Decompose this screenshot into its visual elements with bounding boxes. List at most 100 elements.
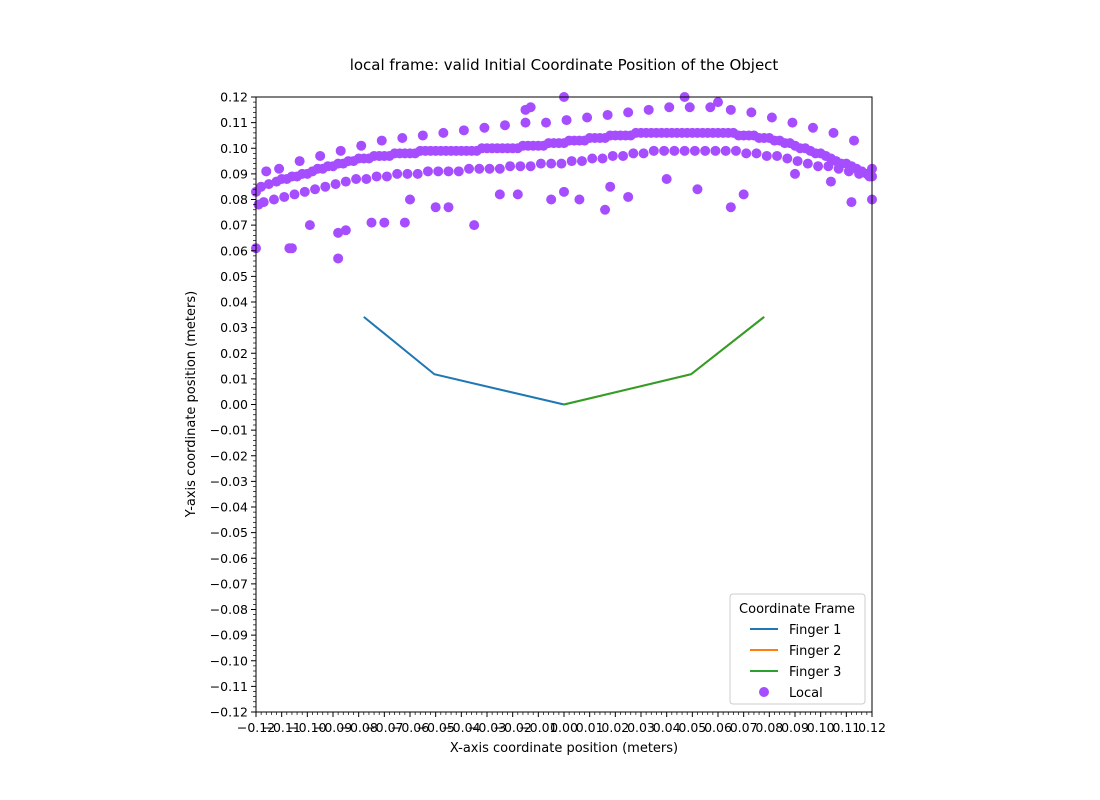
y-tick-label: 0.05: [220, 269, 248, 284]
scatter-point: [422, 166, 433, 177]
x-tick-label: 0.10: [807, 720, 835, 735]
scatter-point: [823, 161, 834, 172]
scatter-point: [525, 102, 536, 113]
x-tick-label: 0.11: [832, 720, 860, 735]
scatter-points-group: [251, 92, 877, 264]
scatter-point: [405, 194, 415, 205]
y-axis-label: Y-axis coordinate position (meters): [184, 291, 199, 518]
scatter-point: [464, 163, 475, 174]
x-tick-label: 0.03: [627, 720, 655, 735]
x-tick-label: −0.01: [519, 720, 557, 735]
scatter-point: [638, 148, 649, 159]
scatter-point: [379, 217, 390, 228]
scatter-point: [602, 109, 613, 120]
scatter-point: [661, 174, 672, 184]
scatter-point: [846, 197, 857, 208]
scatter-point: [499, 120, 510, 131]
y-tick-label: 0.09: [220, 166, 248, 181]
x-tick-label: −0.09: [314, 720, 352, 735]
scatter-point: [294, 156, 305, 167]
scatter-point: [623, 191, 634, 202]
y-tick-label: −0.06: [210, 551, 248, 566]
x-tick-label: 0.01: [576, 720, 604, 735]
legend-entry-finger-2: Finger 2: [789, 644, 841, 659]
x-tick-label: 0.08: [755, 720, 783, 735]
y-tick-label: −0.10: [210, 653, 248, 668]
y-tick-label: −0.08: [210, 602, 248, 617]
scatter-point: [643, 104, 654, 115]
scatter-point: [792, 156, 803, 167]
scatter-point: [802, 158, 813, 169]
scatter-point: [315, 150, 326, 161]
y-tick-label: −0.05: [210, 525, 248, 540]
scatter-point: [692, 184, 703, 195]
y-tick-label: 0.08: [220, 192, 248, 207]
scatter-point: [417, 130, 428, 141]
scatter-point: [766, 112, 777, 123]
scatter-point: [833, 163, 844, 174]
scatter-point: [361, 174, 372, 184]
scatter-point: [263, 179, 274, 190]
scatter-point: [546, 194, 557, 205]
scatter-point: [453, 166, 464, 177]
scatter-point: [289, 189, 300, 200]
scatter-point: [684, 102, 695, 113]
scatter-point: [669, 145, 680, 156]
scatter-point: [330, 179, 341, 190]
scatter-point: [751, 148, 762, 159]
x-tick-label: −0.06: [391, 720, 429, 735]
scatter-point: [566, 156, 577, 167]
scatter-point: [402, 168, 413, 179]
scatter-point: [782, 153, 793, 164]
scatter-point: [366, 217, 377, 228]
x-tick-label: 0.00: [550, 720, 578, 735]
scatter-point: [320, 181, 331, 192]
scatter-point: [828, 127, 839, 138]
scatter-point: [279, 191, 290, 202]
y-tick-label: −0.04: [210, 500, 248, 515]
x-tick-label: 0.06: [704, 720, 732, 735]
y-tick-label: −0.12: [210, 705, 248, 720]
legend-entry-finger-1: Finger 1: [789, 623, 841, 638]
scatter-point: [256, 181, 267, 192]
scatter-point: [741, 148, 752, 159]
scatter-point: [787, 117, 798, 128]
scatter-point: [412, 168, 423, 179]
legend-entry-local: Local: [789, 686, 823, 701]
scatter-point: [333, 253, 344, 264]
x-tick-label: 0.05: [678, 720, 706, 735]
y-tick-label: −0.11: [210, 679, 248, 694]
x-axis-label: X-axis coordinate position (meters): [450, 741, 678, 756]
scatter-point: [561, 115, 572, 126]
scatter-point: [430, 202, 441, 213]
x-tick-label: 0.12: [858, 720, 886, 735]
y-tick-label: 0.00: [220, 397, 248, 412]
y-tick-label: −0.09: [210, 628, 248, 643]
scatter-point: [710, 145, 721, 156]
scatter-point: [443, 166, 454, 177]
scatter-point: [659, 145, 670, 156]
y-tick-label: −0.07: [210, 576, 248, 591]
scatter-point: [713, 97, 723, 108]
x-tick-label: −0.10: [288, 720, 326, 735]
x-tick-label: 0.07: [730, 720, 758, 735]
x-tick-label: −0.07: [365, 720, 403, 735]
x-tick-label: −0.05: [417, 720, 455, 735]
chart-title: local frame: valid Initial Coordinate Po…: [350, 56, 779, 74]
scatter-point: [433, 166, 444, 177]
scatter-point: [392, 168, 403, 179]
scatter-point: [648, 145, 659, 156]
y-tick-label: −0.02: [210, 448, 248, 463]
scatter-point: [381, 171, 392, 182]
scatter-point: [576, 156, 587, 167]
y-tick-label: 0.10: [220, 141, 248, 156]
x-tick-label: −0.12: [237, 720, 275, 735]
scatter-point: [458, 125, 469, 136]
scatter-point: [623, 107, 634, 118]
scatter-point: [479, 122, 490, 133]
scatter-point: [258, 197, 269, 208]
scatter-point: [310, 184, 321, 195]
y-tick-label: −0.01: [210, 423, 248, 438]
scatter-point: [849, 135, 860, 146]
y-tick-label: 0.07: [220, 218, 248, 233]
